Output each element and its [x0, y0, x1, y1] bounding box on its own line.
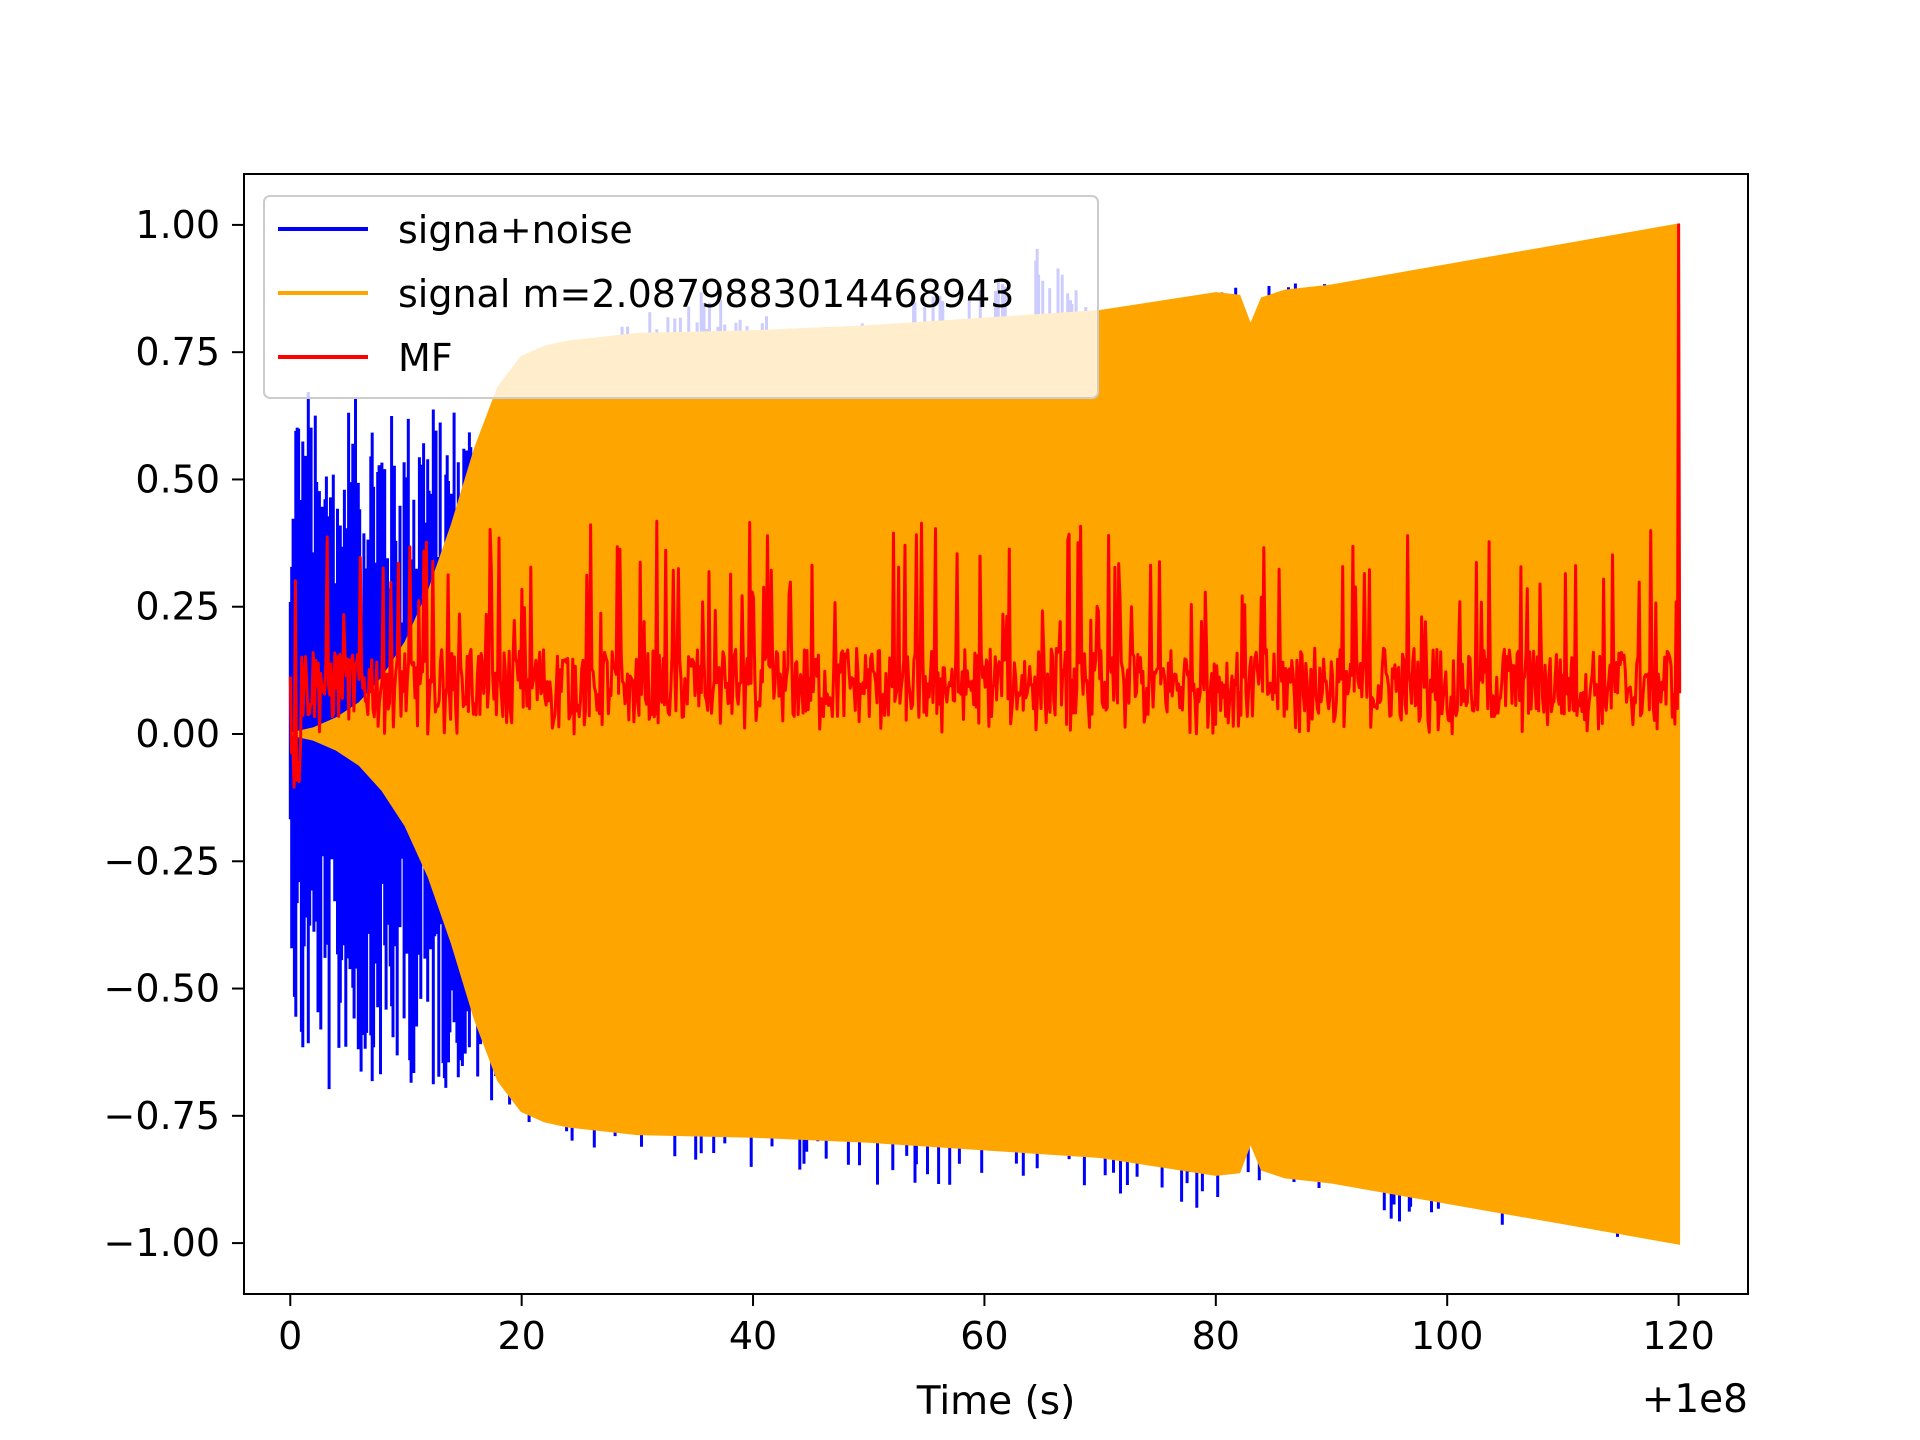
x-axis-label: Time (s) — [916, 1379, 1076, 1424]
x-axis-offset-text: +1e8 — [1642, 1377, 1748, 1422]
legend-label-signal-noise: signa+noise — [398, 208, 633, 252]
series-layer — [288, 223, 1682, 1245]
legend-label-signal: signal m=2.0879883014468943 — [398, 272, 1014, 316]
x-tick-label: 20 — [497, 1314, 545, 1358]
y-tick-label: −0.25 — [104, 839, 220, 883]
y-axis: 1.00 0.75 0.50 0.25 0.00 −0.25 −0.50 −0.75 −1.00 — [104, 203, 244, 1265]
x-tick-label: 80 — [1192, 1314, 1240, 1358]
x-tick-label: 120 — [1642, 1314, 1715, 1358]
plot-area — [243, 173, 1749, 1295]
y-tick-label: 0.25 — [135, 585, 220, 629]
x-tick-label: 40 — [729, 1314, 777, 1358]
y-tick-label: −1.00 — [104, 1221, 220, 1265]
y-tick-label: 0.50 — [135, 457, 220, 501]
x-tick-label: 100 — [1411, 1314, 1484, 1358]
y-tick-label: 0.00 — [135, 712, 220, 756]
y-tick-label: 0.75 — [135, 330, 220, 374]
legend-label-mf: MF — [398, 336, 453, 380]
y-tick-label: 1.00 — [135, 203, 220, 247]
y-tick-label: −0.75 — [104, 1094, 220, 1138]
legend-box — [263, 195, 1099, 399]
series-mf-line — [288, 223, 1682, 789]
y-tick-label: −0.50 — [104, 967, 220, 1011]
legend: signa+noise signal m=2.0879883014468943 … — [263, 195, 1099, 399]
x-axis: 0 20 40 60 80 100 120 — [278, 1294, 1715, 1358]
x-tick-label: 0 — [278, 1314, 302, 1358]
x-tick-label: 60 — [960, 1314, 1008, 1358]
